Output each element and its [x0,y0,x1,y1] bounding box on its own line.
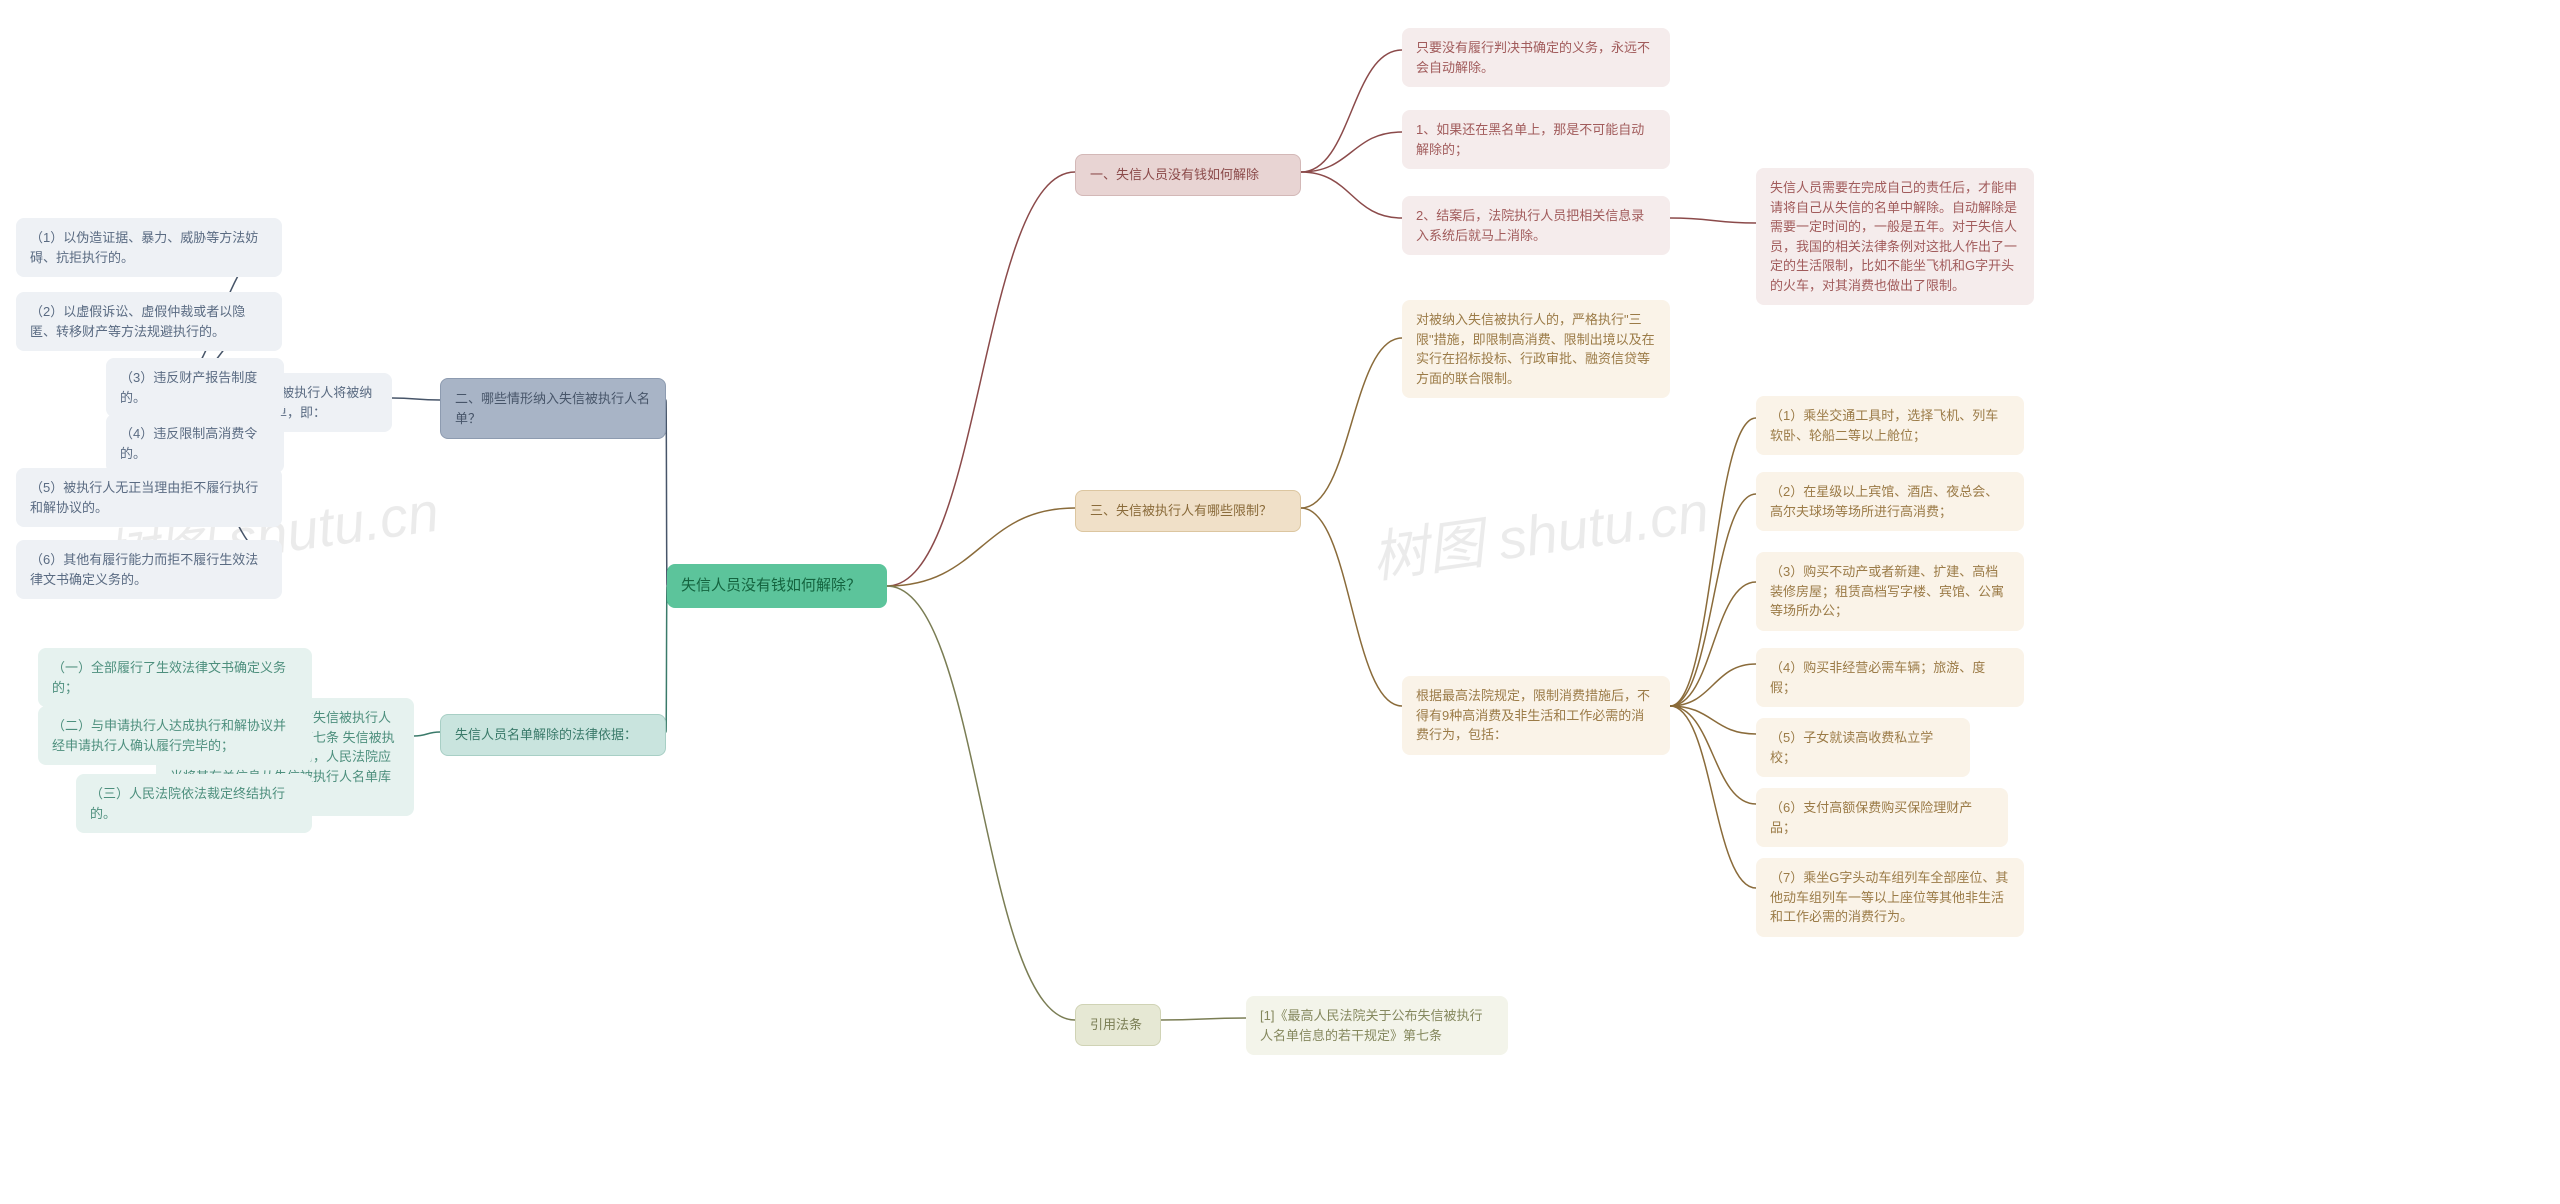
leaf-node[interactable]: （6）支付高额保费购买保险理财产品； [1756,788,2008,847]
child-node[interactable]: 1、如果还在黑名单上，那是不可能自动解除的； [1402,110,1670,169]
leaf-node[interactable]: （5）子女就读高收费私立学校； [1756,718,1970,777]
leaf-node[interactable]: （二）与申请执行人达成执行和解协议并经申请执行人确认履行完毕的； [38,706,312,765]
branch-node[interactable]: 引用法条 [1075,1004,1161,1046]
leaf-node[interactable]: （7）乘坐G字头动车组列车全部座位、其他动车组列车一等以上座位等其他非生活和工作… [1756,858,2024,937]
leaf-node[interactable]: （6）其他有履行能力而拒不履行生效法律文书确定义务的。 [16,540,282,599]
leaf-node[interactable]: （一）全部履行了生效法律文书确定义务的； [38,648,312,707]
branch-node[interactable]: 失信人员名单解除的法律依据： [440,714,666,756]
root-node[interactable]: 失信人员没有钱如何解除？ [667,564,887,608]
leaf-node[interactable]: （三）人民法院依法裁定终结执行的。 [76,774,312,833]
leaf-node[interactable]: （1）乘坐交通工具时，选择飞机、列车软卧、轮船二等以上舱位； [1756,396,2024,455]
branch-node[interactable]: 三、失信被执行人有哪些限制？ [1075,490,1301,532]
leaf-node[interactable]: （2）在星级以上宾馆、酒店、夜总会、高尔夫球场等场所进行高消费； [1756,472,2024,531]
child-node[interactable]: 根据最高法院规定，限制消费措施后，不得有9种高消费及非生活和工作必需的消费行为，… [1402,676,1670,755]
branch-node[interactable]: 二、哪些情形纳入失信被执行人名单？ [440,378,666,439]
leaf-node[interactable]: （1）以伪造证据、暴力、威胁等方法妨碍、抗拒执行的。 [16,218,282,277]
child-node[interactable]: 对被纳入失信被执行人的，严格执行"三限"措施，即限制高消费、限制出境以及在实行在… [1402,300,1670,398]
leaf-node[interactable]: （4）购买非经营必需车辆；旅游、度假； [1756,648,2024,707]
leaf-node[interactable]: （3）违反财产报告制度的。 [106,358,284,417]
child-node[interactable]: 2、结案后，法院执行人员把相关信息录入系统后就马上消除。 [1402,196,1670,255]
leaf-node[interactable]: （2）以虚假诉讼、虚假仲裁或者以隐匿、转移财产等方法规避执行的。 [16,292,282,351]
mindmap-canvas: 树图 shutu.cn树图 shutu.cn失信人员没有钱如何解除？一、失信人员… [0,0,2560,1204]
leaf-node[interactable]: 失信人员需要在完成自己的责任后，才能申请将自己从失信的名单中解除。自动解除是需要… [1756,168,2034,305]
child-node[interactable]: 只要没有履行判决书确定的义务，永远不会自动解除。 [1402,28,1670,87]
leaf-node[interactable]: （5）被执行人无正当理由拒不履行执行和解协议的。 [16,468,282,527]
branch-node[interactable]: 一、失信人员没有钱如何解除 [1075,154,1301,196]
child-node[interactable]: [1]《最高人民法院关于公布失信被执行人名单信息的若干规定》第七条 [1246,996,1508,1055]
watermark: 树图 shutu.cn [1366,467,1713,594]
leaf-node[interactable]: （4）违反限制高消费令的。 [106,414,284,473]
leaf-node[interactable]: （3）购买不动产或者新建、扩建、高档装修房屋；租赁高档写字楼、宾馆、公寓等场所办… [1756,552,2024,631]
